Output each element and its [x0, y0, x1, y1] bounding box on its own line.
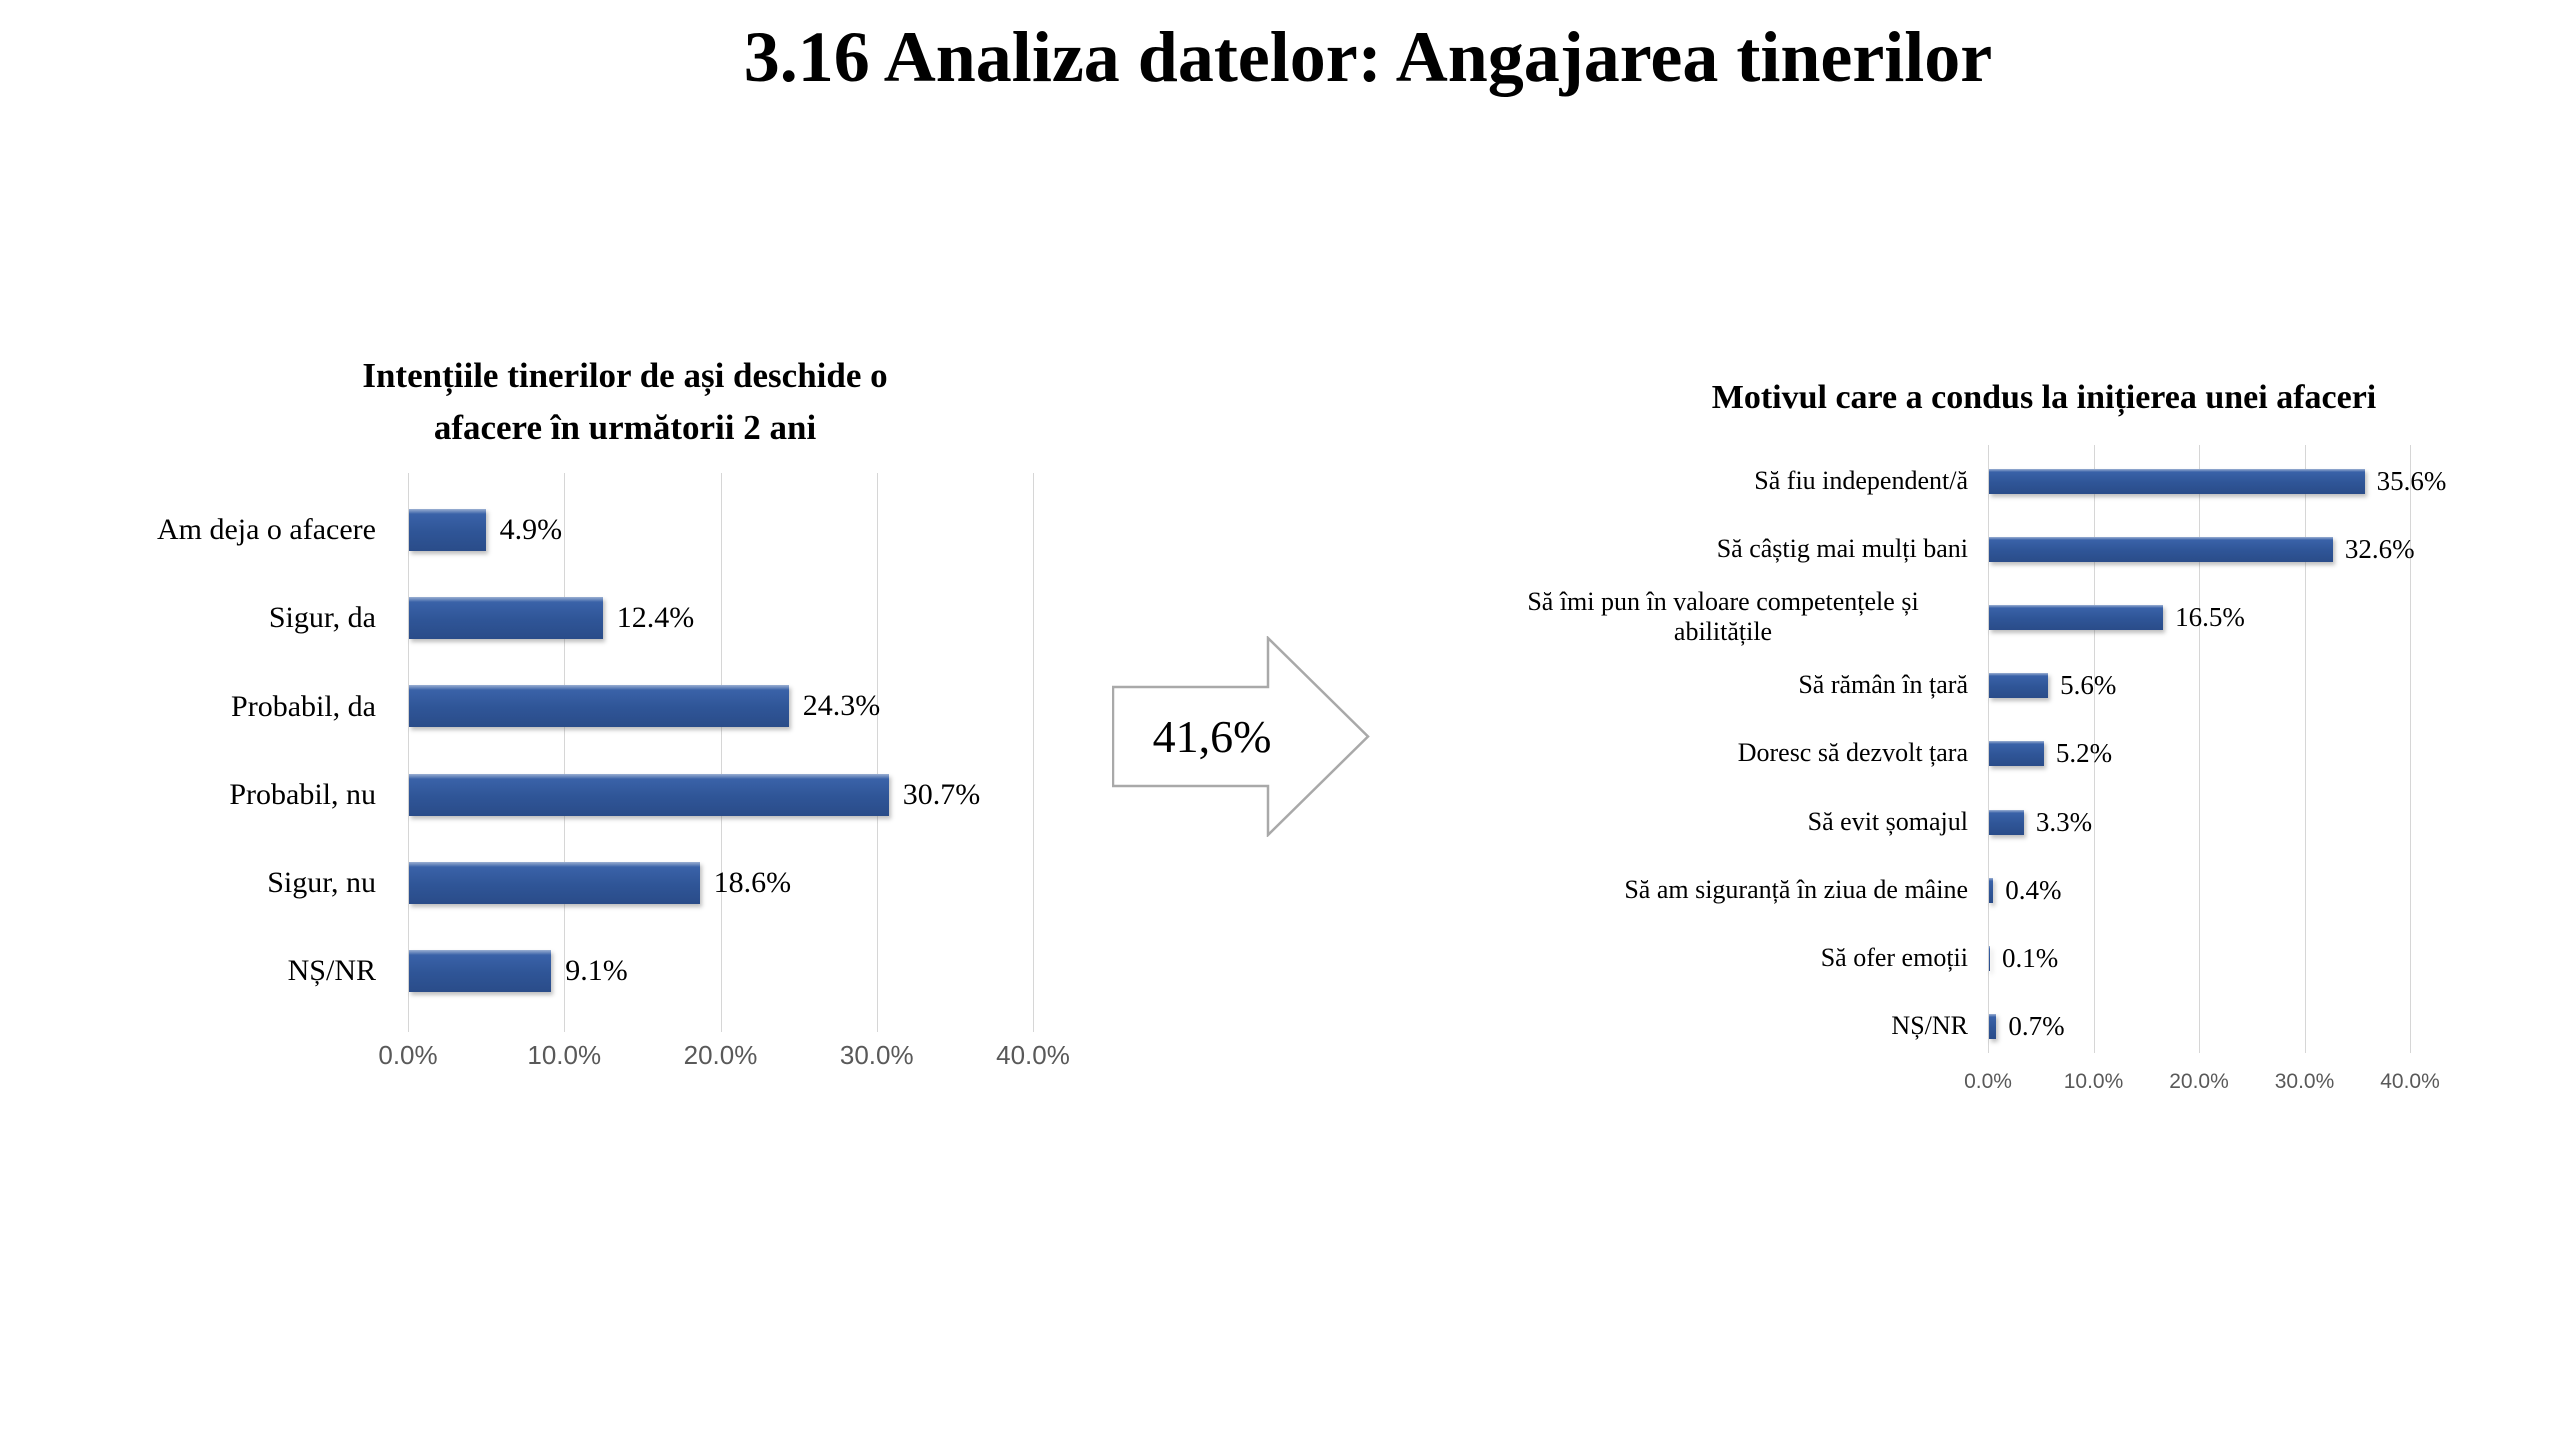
bar: [409, 773, 889, 816]
category-label: NȘ/NR: [287, 954, 376, 988]
category-label: Sigur, nu: [267, 866, 376, 900]
x-tick-label: 30.0%: [2274, 1070, 2335, 1093]
intentions-plot: 0.0% 10.0% 20.0% 30.0% 40.0% Am deja o afacer…: [150, 340, 1100, 1130]
value-label: 16.5%: [2175, 601, 2245, 632]
value-label: 24.3%: [802, 689, 881, 723]
bar: [1989, 673, 2049, 699]
chart-intentions-title: Intențiile tinerilor de ași deschide o a…: [150, 350, 1100, 454]
category-label: Doresc să dezvolt țara: [1737, 738, 1968, 768]
value-label: 30.7%: [902, 777, 981, 811]
chart-intentions-title-line1: Intențiile tinerilor de ași deschide o: [362, 356, 888, 395]
category-label: Să rămân în țară: [1798, 670, 1968, 700]
value-label: 3.3%: [2035, 806, 2093, 837]
chart-intentions: Intențiile tinerilor de ași deschide o a…: [150, 340, 1100, 1130]
category-label: Să câștig mai mulți bani: [1716, 533, 1968, 563]
x-tick-label: 40.0%: [2380, 1070, 2440, 1093]
bar: [1989, 945, 1991, 971]
chart-motives: Motivul care a condus la inițierea unei …: [1478, 370, 2540, 1110]
category-label: Sigur, da: [268, 601, 376, 635]
gridline: [720, 473, 722, 1032]
bar: [409, 509, 486, 551]
gridline: [408, 473, 409, 1032]
value-label: 12.4%: [616, 601, 695, 635]
x-tick-label: 0.0%: [378, 1040, 438, 1070]
gridline: [876, 473, 878, 1032]
value-label: 5.6%: [2060, 670, 2117, 701]
x-tick-label: 10.0%: [2063, 1070, 2124, 1093]
bar: [409, 950, 552, 992]
motives-plot: 0.0% 10.0% 20.0% 30.0% 40.0% Să fiu independe…: [1478, 370, 2540, 1110]
value-label: 9.1%: [565, 954, 628, 987]
x-tick-label: 20.0%: [683, 1040, 758, 1070]
category-label: Să am siguranță în ziua de mâine: [1624, 874, 1968, 904]
bar: [409, 685, 789, 728]
category-label: Să ofer emoții: [1820, 943, 1968, 973]
category-label: Probabil, da: [231, 689, 376, 723]
slide-title: 3.16 Analiza datelor: Angajarea tinerilo…: [743, 17, 1993, 97]
value-label: 18.6%: [713, 865, 792, 899]
value-label: 32.6%: [2344, 533, 2415, 564]
bar: [409, 861, 700, 904]
gridline: [2304, 445, 2306, 1053]
bar: [409, 597, 603, 640]
category-label: Să evit șomajul: [1807, 806, 1968, 836]
bar: [1989, 809, 2024, 835]
gridline: [2410, 445, 2411, 1053]
bar: [1989, 536, 2333, 562]
arrow-label: 41,6%: [1152, 711, 1272, 762]
arrow-shape: 41,6%: [1112, 636, 1370, 837]
gridline: [1988, 445, 1989, 1053]
x-tick-label: 30.0%: [839, 1040, 914, 1070]
chart-intentions-title-line2: afacere în următorii 2 ani: [433, 408, 817, 447]
bar: [1989, 604, 2164, 630]
gridline: [564, 473, 566, 1032]
bar: [1989, 468, 2365, 494]
bar: [1989, 1014, 1997, 1040]
category-label: Am deja o afacere: [156, 513, 376, 547]
x-tick-label: 20.0%: [2169, 1070, 2229, 1093]
chart-motives-title: Motivul care a condus la inițierea unei …: [1711, 379, 2377, 416]
value-label: 0.4%: [2005, 874, 2062, 905]
gridline: [1033, 473, 1034, 1032]
category-label: Să fiu independent/ă: [1754, 465, 1968, 495]
x-tick-label: 0.0%: [1964, 1070, 2012, 1093]
value-label: 35.6%: [2376, 465, 2447, 496]
category-label: Să îmi pun în valoare competențele și ab…: [1527, 586, 1919, 647]
value-label: 0.1%: [2002, 942, 2059, 973]
bar: [1989, 741, 2044, 767]
category-label: Probabil, nu: [229, 777, 376, 811]
x-tick-label: 10.0%: [527, 1040, 602, 1070]
bar: [1989, 877, 1994, 903]
x-tick-label: 40.0%: [996, 1040, 1070, 1070]
value-label: 5.2%: [2055, 738, 2113, 769]
category-label: NȘ/NR: [1891, 1011, 1968, 1041]
value-label: 0.7%: [2008, 1011, 2065, 1042]
value-label: 4.9%: [499, 513, 563, 546]
gridline: [2199, 445, 2200, 1053]
gridline: [2093, 445, 2095, 1053]
right-arrow-icon: [1112, 636, 1370, 837]
